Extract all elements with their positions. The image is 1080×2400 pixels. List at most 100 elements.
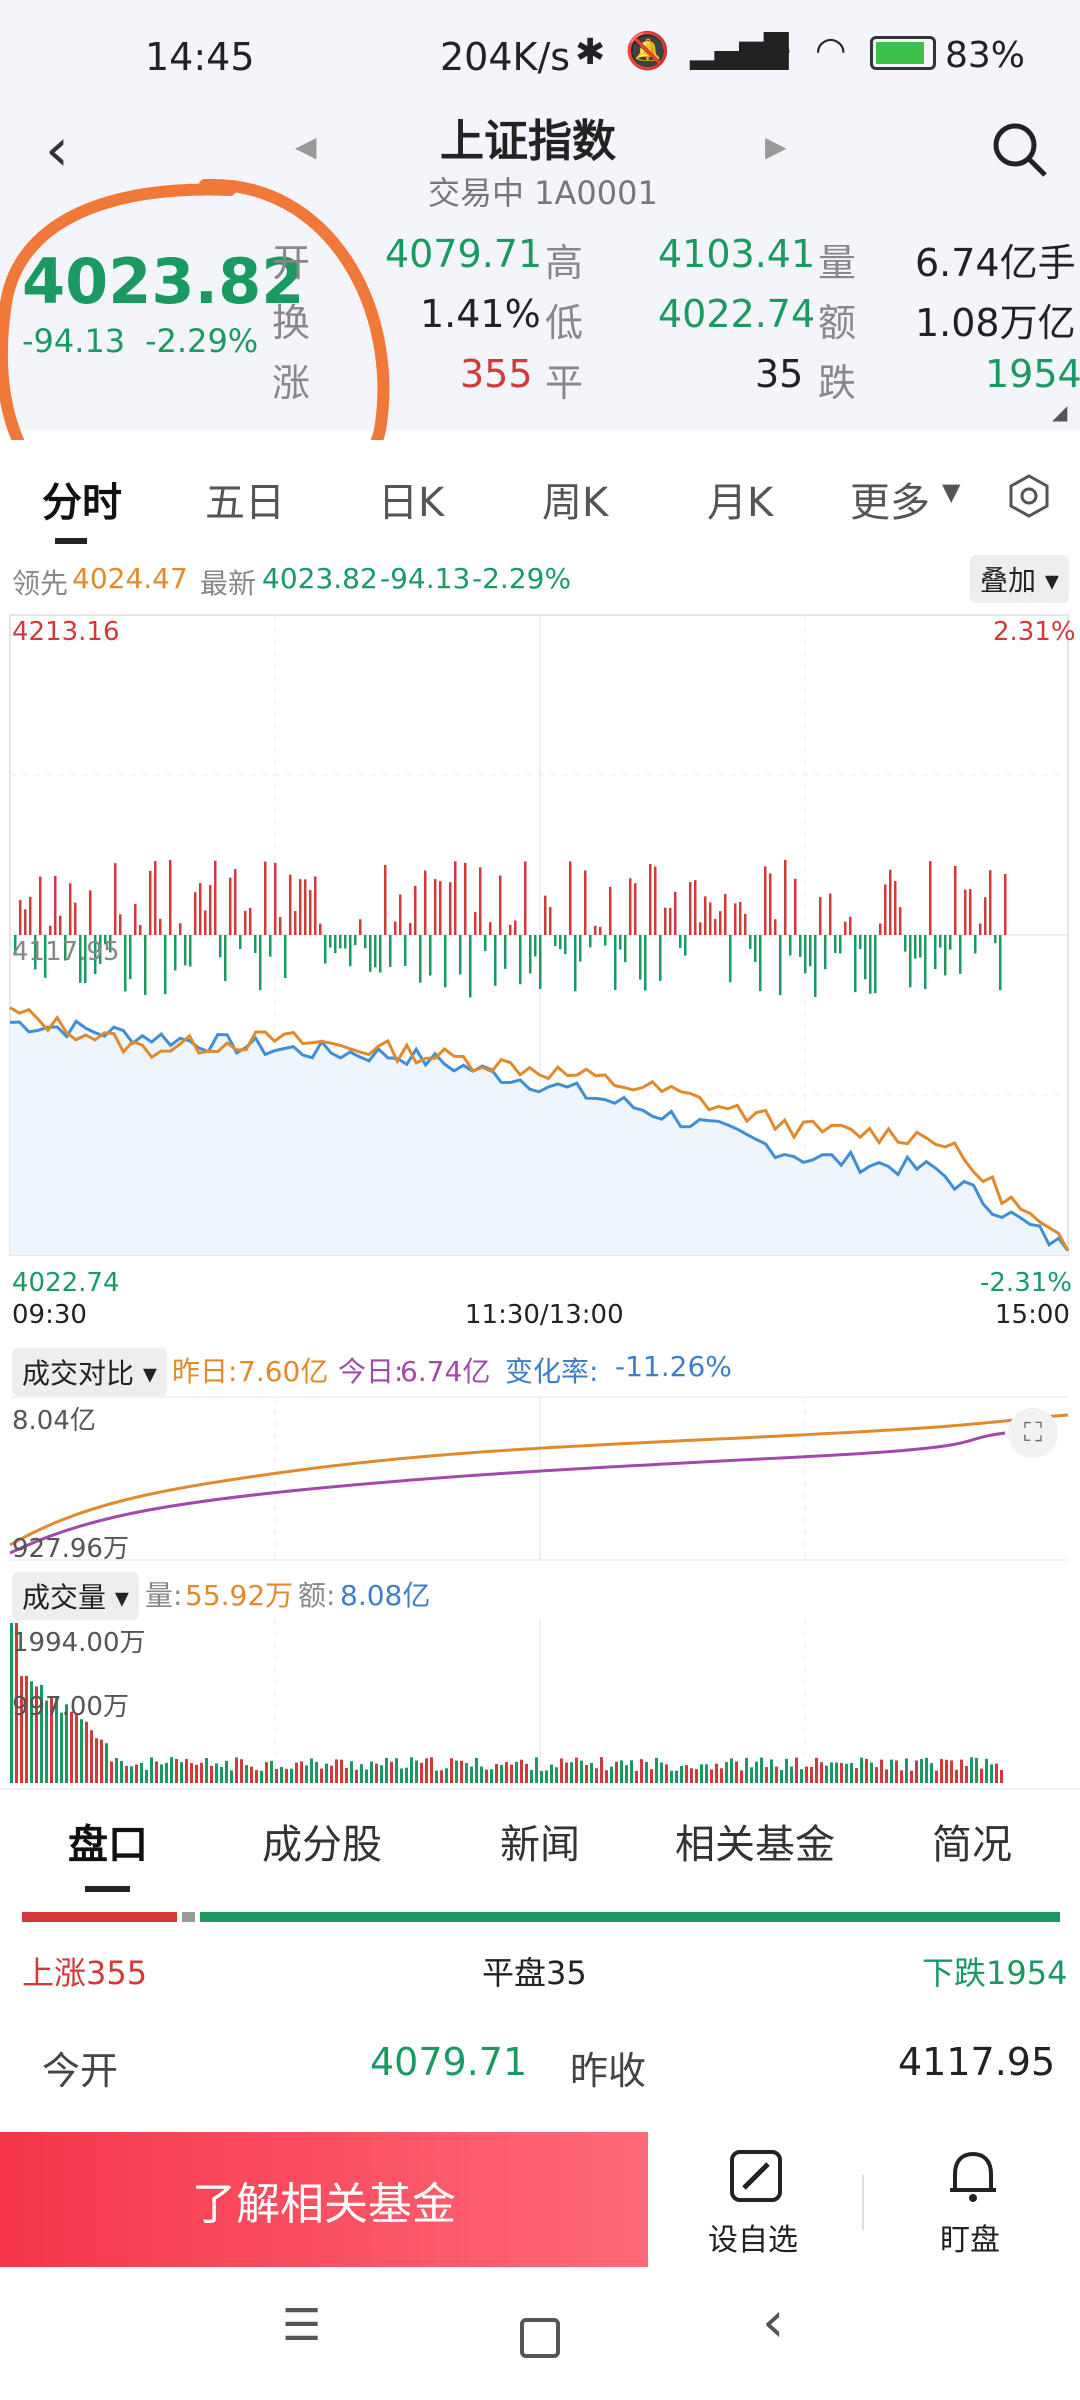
back-icon[interactable]: ‹ — [45, 115, 69, 185]
volume-bar — [975, 1758, 978, 1783]
tab-related-funds[interactable]: 相关基金 — [675, 1822, 835, 1868]
fund-flow-bar — [264, 861, 267, 935]
prev-index-icon[interactable]: ◀ — [295, 130, 317, 163]
fund-flow-bar — [129, 935, 132, 980]
today-value: 6.74亿 — [400, 1355, 491, 1388]
quote-header — [0, 100, 1080, 430]
fund-flow-bar — [79, 935, 82, 983]
fund-flow-bar — [174, 935, 177, 971]
fund-flow-bar — [84, 935, 87, 984]
bluetooth-icon: ✱ — [575, 32, 606, 73]
fund-flow-bar — [639, 935, 642, 980]
today-label: 今日: — [338, 1355, 404, 1388]
tab-order-book[interactable]: 盘口 — [68, 1822, 148, 1868]
volume-bar — [530, 1770, 533, 1783]
volume-bar — [75, 1713, 78, 1783]
tab-weekly-k[interactable]: 周K — [542, 480, 609, 526]
expand-icon[interactable]: ◢ — [1052, 400, 1068, 424]
search-icon[interactable] — [990, 120, 1050, 180]
volume-bar — [330, 1765, 333, 1783]
fund-flow-bar — [934, 935, 937, 970]
fund-flow-bar — [554, 935, 557, 947]
tab-daily-k[interactable]: 日K — [378, 480, 445, 526]
volume-bar — [995, 1763, 998, 1783]
tab-five-day[interactable]: 五日 — [205, 480, 285, 526]
volume-bar — [930, 1763, 933, 1783]
open-label: 开 — [272, 241, 311, 285]
overlay-button[interactable]: 叠加 ▾ — [970, 555, 1069, 603]
tab-constituents[interactable]: 成分股 — [262, 1822, 382, 1868]
learn-funds-button[interactable]: 了解相关基金 — [0, 2132, 648, 2267]
fund-flow-bar — [619, 935, 622, 950]
vol-value: 55.92万 — [185, 1579, 294, 1612]
tab-news[interactable]: 新闻 — [500, 1822, 580, 1868]
tab-more[interactable]: 更多 — [850, 480, 930, 526]
volume-bar — [60, 1712, 63, 1783]
today-volume-line — [9, 1431, 1006, 1555]
fund-flow-bar — [254, 935, 257, 954]
volume-bar — [250, 1766, 253, 1783]
breadth-down: 下跌1954 — [922, 1954, 1068, 1992]
volume-bar — [410, 1757, 413, 1783]
watch-button[interactable]: 盯盘 — [940, 2223, 1000, 2258]
status-speed: 204K/s — [440, 35, 571, 79]
price-area — [10, 1021, 1068, 1255]
volume-bar — [785, 1758, 788, 1783]
settings-icon[interactable] — [1005, 472, 1053, 520]
fund-flow-bar — [979, 923, 982, 935]
volume-bar — [380, 1765, 383, 1783]
fund-flow-bar — [69, 883, 72, 935]
volume-bar — [420, 1762, 423, 1783]
fund-flow-bar — [624, 935, 627, 963]
prev-close-value: 4117.95 — [898, 2040, 1056, 2084]
volume-bar — [210, 1765, 213, 1783]
home-icon[interactable] — [520, 2318, 560, 2358]
volume-bar — [955, 1769, 958, 1783]
volume-bar — [470, 1766, 473, 1783]
volume-bar — [245, 1765, 248, 1783]
volume-bar — [540, 1770, 543, 1783]
fund-flow-bar — [74, 902, 77, 935]
wifi-icon-2: ◠ — [815, 30, 847, 71]
tab-overview[interactable]: 简况 — [932, 1822, 1012, 1868]
fund-flow-bar — [564, 935, 567, 955]
latest-change: -94.13 — [380, 562, 471, 595]
tab-minute[interactable]: 分时 — [42, 480, 122, 526]
menu-icon[interactable]: ☰ — [282, 2300, 322, 2351]
price-change: -94.13 — [22, 322, 126, 360]
volume-bar — [920, 1758, 923, 1783]
fullscreen-icon[interactable]: ⛶ — [1008, 1408, 1058, 1458]
volume-bar — [950, 1760, 953, 1783]
volume-bar — [395, 1758, 398, 1783]
fund-flow-bar — [119, 914, 122, 935]
lead-value: 4024.47 — [72, 562, 188, 595]
volume-bar — [30, 1681, 33, 1783]
compare-button[interactable]: 成交对比 ▾ — [12, 1348, 167, 1396]
volume-bar — [545, 1770, 548, 1783]
fund-flow-bar — [34, 935, 37, 970]
add-watchlist-button[interactable]: 设自选 — [708, 2223, 798, 2258]
volume-bar — [40, 1684, 43, 1783]
fund-flow-bar — [104, 935, 107, 945]
volume-bar — [500, 1764, 503, 1783]
next-index-icon[interactable]: ▶ — [765, 130, 787, 163]
volume-button[interactable]: 成交量 ▾ — [12, 1572, 139, 1620]
page-title: 上证指数 — [440, 116, 616, 167]
fund-flow-bar — [879, 923, 882, 935]
volume-bar — [695, 1769, 698, 1783]
fund-flow-bar — [899, 907, 902, 935]
volume-bar — [525, 1763, 528, 1783]
fund-flow-bar — [289, 874, 292, 935]
fund-flow-bar — [269, 935, 272, 957]
tab-monthly-k[interactable]: 月K — [707, 480, 774, 526]
fund-flow-bar — [999, 935, 1002, 990]
fund-flow-bar — [164, 935, 167, 995]
fund-flow-bar — [204, 910, 207, 935]
fund-flow-bar — [584, 870, 587, 935]
fund-flow-bar — [804, 935, 807, 974]
volume-bar — [915, 1760, 918, 1783]
fund-flow-bar — [569, 861, 572, 935]
fund-flow-bar — [39, 876, 42, 935]
back-nav-icon[interactable]: ‹ — [762, 2290, 785, 2355]
volume-bar — [925, 1757, 928, 1783]
